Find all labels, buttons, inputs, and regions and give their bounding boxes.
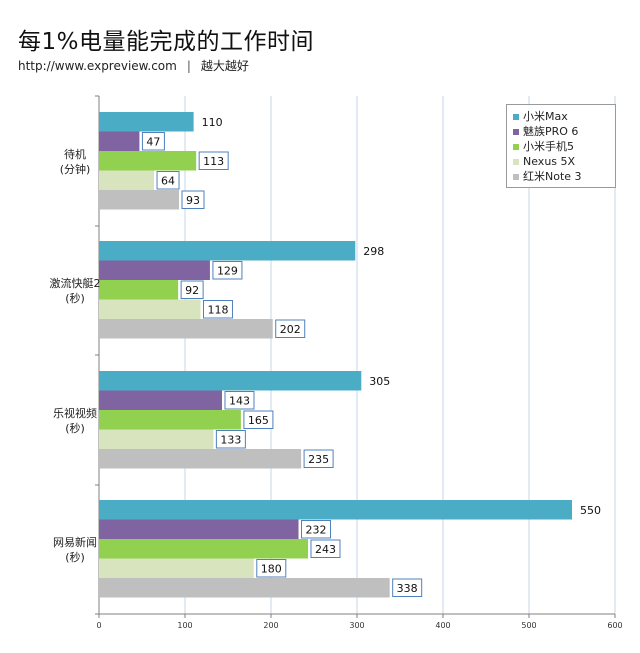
bar [99,429,214,449]
x-tick-label: 200 [263,621,278,630]
data-label: 47 [146,135,160,148]
data-label-box [256,559,287,578]
data-label: 129 [217,264,238,277]
legend-label: Nexus 5X [523,155,576,168]
data-label-box [243,410,274,429]
bar [99,319,273,339]
category-label: 激流快艇2 [50,276,101,290]
data-label-box [275,319,306,338]
bar [99,578,390,598]
category-label: (秒) [65,550,85,564]
chart-legend: 小米Max 魅族PRO 6 小米手机5 Nexus 5X 红米Note 3 [506,104,616,188]
data-label: 93 [186,194,200,207]
subtitle-separator: | [186,59,191,73]
data-label-box [310,539,341,558]
chart-title: 每1%电量能完成的工作时间 [18,29,314,55]
data-label: 64 [161,174,175,187]
data-label-box [301,520,332,539]
legend-item: 红米Note 3 [513,169,611,184]
category-label: 待机 [64,147,86,161]
bar [99,260,210,280]
source-url: http://www.expreview.com [18,59,177,73]
legend-item: Nexus 5X [513,154,611,169]
data-label: 338 [397,582,418,595]
bar [99,410,241,430]
legend-swatch [513,113,519,120]
data-label: 133 [220,433,241,446]
data-label: 202 [280,323,301,336]
data-label: 235 [308,453,329,466]
bar [99,371,362,391]
data-label-box [215,430,246,449]
legend-swatch [513,173,519,180]
x-tick-label: 400 [435,621,450,630]
legend-swatch [513,158,519,165]
data-label: 113 [203,155,224,168]
data-label-box [198,151,229,170]
data-label: 232 [306,523,327,536]
data-label-box [181,190,205,209]
legend-swatch [513,128,519,135]
data-label-box [141,132,165,151]
data-label-box [156,171,180,190]
x-tick-label: 500 [521,621,536,630]
category-label: (分钟) [60,162,91,176]
bar [99,190,179,210]
legend-label: 小米Max [523,110,568,123]
bar [99,170,155,190]
bar [99,500,572,520]
legend-label: 魅族PRO 6 [523,125,579,138]
legend-swatch [513,143,519,150]
bar [99,280,179,300]
data-label-box [202,300,233,319]
legend-label: 小米手机5 [523,140,574,153]
data-label: 550 [580,504,601,517]
data-label-box [392,578,423,597]
data-label: 143 [229,394,250,407]
bar [99,390,222,410]
legend-item: 魅族PRO 6 [513,124,611,139]
x-tick-label: 600 [607,621,622,630]
bar [99,151,197,171]
legend-label: 红米Note 3 [523,170,582,183]
x-tick-label: 0 [96,621,101,630]
data-label-box [212,261,243,280]
bar [99,519,299,539]
data-label-box [303,449,334,468]
bar [99,449,302,469]
site-name: 越大越好 [200,59,249,73]
legend-item: 小米Max [513,109,611,124]
data-label: 92 [185,284,199,297]
category-label: 乐视视频 [53,406,97,420]
category-label: 网易新闻 [53,535,97,549]
data-label: 305 [369,375,390,388]
category-label: (秒) [65,291,85,305]
x-tick-label: 300 [349,621,364,630]
data-label-box [224,391,255,410]
data-label: 180 [261,562,282,575]
data-label: 165 [248,414,269,427]
bar [99,299,201,319]
bar [99,112,194,132]
bar [99,131,140,151]
data-label: 118 [207,303,228,316]
data-label: 110 [202,116,223,129]
legend-item: 小米手机5 [513,139,611,154]
bar [99,558,254,578]
chart-subtitle: http://www.expreview.com | 越大越好 [18,57,249,74]
data-label-box [180,280,204,299]
bar [99,539,308,559]
bar [99,241,356,261]
x-tick-label: 100 [177,621,192,630]
data-label: 243 [315,543,336,556]
data-label: 298 [363,245,384,258]
category-label: (秒) [65,421,85,435]
